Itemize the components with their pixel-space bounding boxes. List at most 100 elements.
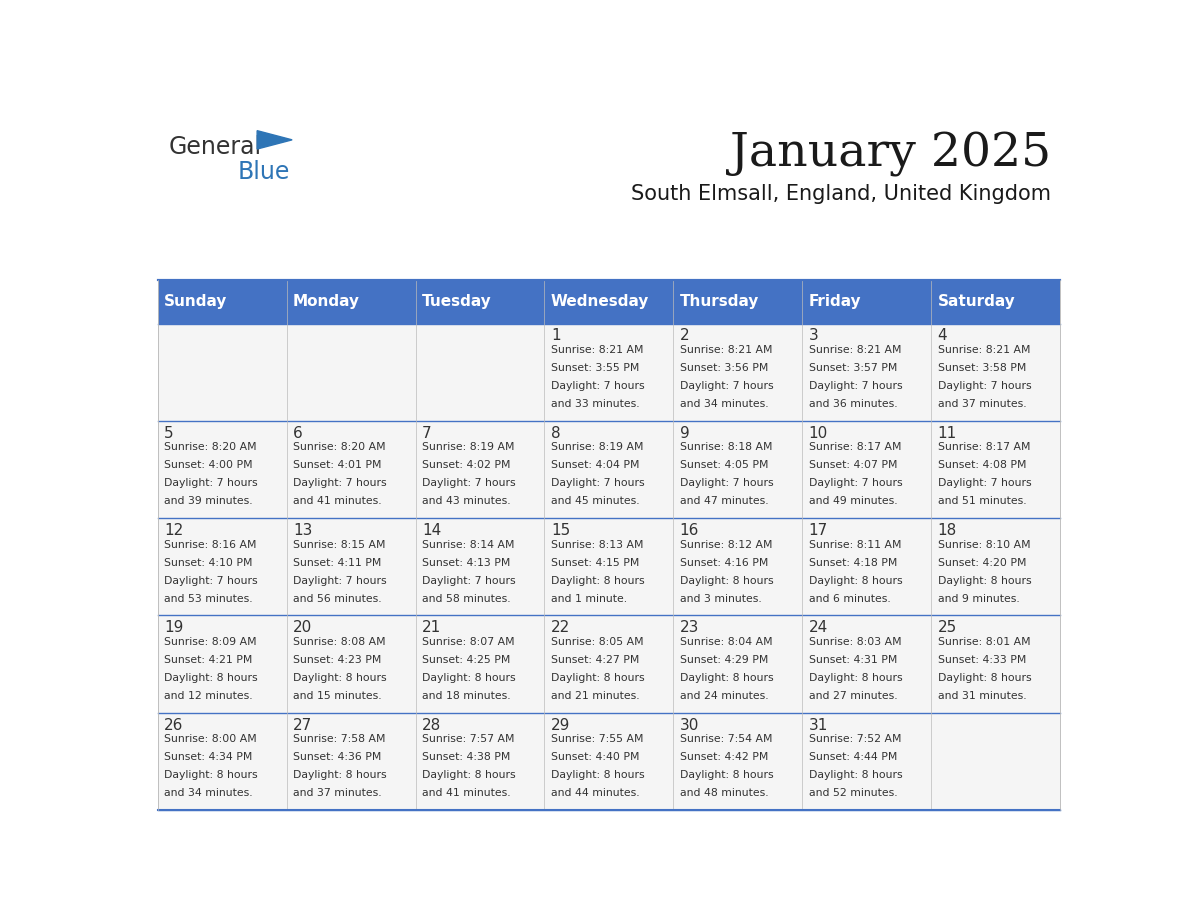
Bar [931, 420, 1060, 518]
Text: Daylight: 8 hours: Daylight: 8 hours [551, 576, 644, 586]
Text: January 2025: January 2025 [729, 131, 1051, 176]
Text: Sunrise: 8:20 AM: Sunrise: 8:20 AM [164, 442, 257, 453]
Bar [674, 712, 802, 810]
Text: Sunrise: 8:19 AM: Sunrise: 8:19 AM [551, 442, 644, 453]
Bar [931, 324, 1060, 420]
Text: 16: 16 [680, 523, 699, 538]
Text: Sunset: 4:25 PM: Sunset: 4:25 PM [422, 655, 511, 665]
Text: 27: 27 [293, 718, 312, 733]
Text: 6: 6 [293, 426, 303, 441]
Text: Sunrise: 7:52 AM: Sunrise: 7:52 AM [809, 734, 902, 744]
Bar [416, 712, 544, 810]
Text: Sunrise: 7:58 AM: Sunrise: 7:58 AM [293, 734, 386, 744]
Text: and 33 minutes.: and 33 minutes. [551, 399, 639, 409]
Text: Sunset: 4:34 PM: Sunset: 4:34 PM [164, 752, 253, 762]
Text: and 58 minutes.: and 58 minutes. [422, 594, 511, 603]
Bar [158, 615, 286, 712]
Text: and 34 minutes.: and 34 minutes. [680, 399, 769, 409]
Text: Daylight: 8 hours: Daylight: 8 hours [809, 673, 902, 683]
Text: Wednesday: Wednesday [551, 295, 649, 309]
Text: Sunset: 4:00 PM: Sunset: 4:00 PM [164, 460, 253, 470]
Text: Thursday: Thursday [680, 295, 759, 309]
Text: Sunrise: 8:04 AM: Sunrise: 8:04 AM [680, 637, 772, 647]
Bar [416, 280, 544, 324]
Text: Friday: Friday [809, 295, 861, 309]
Text: Daylight: 7 hours: Daylight: 7 hours [937, 478, 1031, 488]
Bar [158, 280, 286, 324]
Text: Sunset: 4:36 PM: Sunset: 4:36 PM [293, 752, 381, 762]
Bar [674, 324, 802, 420]
Text: Daylight: 7 hours: Daylight: 7 hours [680, 478, 773, 488]
Text: Daylight: 8 hours: Daylight: 8 hours [422, 770, 516, 780]
Text: Sunrise: 8:09 AM: Sunrise: 8:09 AM [164, 637, 257, 647]
Text: Sunset: 3:55 PM: Sunset: 3:55 PM [551, 363, 639, 373]
Text: Sunrise: 8:21 AM: Sunrise: 8:21 AM [551, 345, 644, 355]
Text: Daylight: 8 hours: Daylight: 8 hours [680, 576, 773, 586]
Bar [544, 280, 674, 324]
Text: and 36 minutes.: and 36 minutes. [809, 399, 897, 409]
Bar [931, 518, 1060, 615]
Text: and 1 minute.: and 1 minute. [551, 594, 627, 603]
Text: General: General [169, 135, 261, 159]
Text: Daylight: 8 hours: Daylight: 8 hours [937, 576, 1031, 586]
Text: 2: 2 [680, 329, 689, 343]
Bar [286, 518, 416, 615]
Text: South Elmsall, England, United Kingdom: South Elmsall, England, United Kingdom [631, 185, 1051, 205]
Bar [544, 712, 674, 810]
Text: Sunset: 4:02 PM: Sunset: 4:02 PM [422, 460, 511, 470]
Text: Sunset: 4:23 PM: Sunset: 4:23 PM [293, 655, 381, 665]
Text: Daylight: 7 hours: Daylight: 7 hours [422, 478, 516, 488]
Text: Daylight: 8 hours: Daylight: 8 hours [937, 673, 1031, 683]
Text: and 45 minutes.: and 45 minutes. [551, 497, 639, 506]
Text: Sunset: 4:27 PM: Sunset: 4:27 PM [551, 655, 639, 665]
Text: and 39 minutes.: and 39 minutes. [164, 497, 253, 506]
Text: and 51 minutes.: and 51 minutes. [937, 497, 1026, 506]
Bar [286, 280, 416, 324]
Text: Sunrise: 8:17 AM: Sunrise: 8:17 AM [809, 442, 902, 453]
Text: Daylight: 7 hours: Daylight: 7 hours [293, 576, 386, 586]
Text: and 41 minutes.: and 41 minutes. [422, 788, 511, 798]
Text: 7: 7 [422, 426, 431, 441]
Text: Sunset: 4:01 PM: Sunset: 4:01 PM [293, 460, 381, 470]
Text: Sunset: 4:04 PM: Sunset: 4:04 PM [551, 460, 639, 470]
Text: and 6 minutes.: and 6 minutes. [809, 594, 890, 603]
Text: and 24 minutes.: and 24 minutes. [680, 691, 769, 700]
Text: Sunset: 4:18 PM: Sunset: 4:18 PM [809, 557, 897, 567]
Text: Sunrise: 8:17 AM: Sunrise: 8:17 AM [937, 442, 1030, 453]
Text: 4: 4 [937, 329, 947, 343]
Text: and 43 minutes.: and 43 minutes. [422, 497, 511, 506]
Text: Daylight: 7 hours: Daylight: 7 hours [164, 576, 258, 586]
Text: 21: 21 [422, 621, 441, 635]
Text: Daylight: 7 hours: Daylight: 7 hours [680, 381, 773, 391]
Text: 13: 13 [293, 523, 312, 538]
Text: and 44 minutes.: and 44 minutes. [551, 788, 639, 798]
Text: Sunset: 4:07 PM: Sunset: 4:07 PM [809, 460, 897, 470]
Text: and 49 minutes.: and 49 minutes. [809, 497, 897, 506]
Text: Sunrise: 8:08 AM: Sunrise: 8:08 AM [293, 637, 386, 647]
Text: Sunset: 4:11 PM: Sunset: 4:11 PM [293, 557, 381, 567]
Text: Sunset: 4:38 PM: Sunset: 4:38 PM [422, 752, 511, 762]
Text: and 12 minutes.: and 12 minutes. [164, 691, 253, 700]
Text: Sunrise: 8:05 AM: Sunrise: 8:05 AM [551, 637, 644, 647]
Bar [286, 712, 416, 810]
Text: 29: 29 [551, 718, 570, 733]
Bar [931, 280, 1060, 324]
Text: Sunset: 3:57 PM: Sunset: 3:57 PM [809, 363, 897, 373]
Text: and 48 minutes.: and 48 minutes. [680, 788, 769, 798]
Text: 24: 24 [809, 621, 828, 635]
Text: Sunrise: 7:55 AM: Sunrise: 7:55 AM [551, 734, 644, 744]
Bar [544, 324, 674, 420]
Text: and 37 minutes.: and 37 minutes. [293, 788, 381, 798]
Text: and 53 minutes.: and 53 minutes. [164, 594, 253, 603]
Bar [544, 615, 674, 712]
Text: Sunset: 4:33 PM: Sunset: 4:33 PM [937, 655, 1026, 665]
Text: 25: 25 [937, 621, 956, 635]
Text: Daylight: 8 hours: Daylight: 8 hours [422, 673, 516, 683]
Bar [286, 324, 416, 420]
Text: Sunset: 4:31 PM: Sunset: 4:31 PM [809, 655, 897, 665]
Text: Sunrise: 8:21 AM: Sunrise: 8:21 AM [809, 345, 902, 355]
Text: Daylight: 7 hours: Daylight: 7 hours [937, 381, 1031, 391]
Text: and 56 minutes.: and 56 minutes. [293, 594, 381, 603]
Text: Daylight: 8 hours: Daylight: 8 hours [809, 770, 902, 780]
Text: 9: 9 [680, 426, 689, 441]
